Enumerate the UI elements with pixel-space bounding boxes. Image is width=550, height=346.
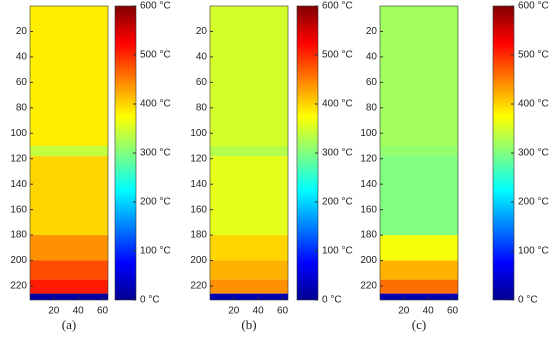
- heat-band: [210, 235, 288, 261]
- x-tick-label: 60: [277, 306, 289, 317]
- y-tick-label: 220: [360, 281, 377, 292]
- y-tick-label: 140: [190, 179, 207, 190]
- y-tick-label: 180: [190, 230, 207, 241]
- heat-band: [380, 279, 458, 294]
- colorbar-label: 300 °C: [140, 148, 171, 159]
- y-tick-label: 180: [10, 230, 27, 241]
- x-tick-label: 20: [48, 306, 60, 317]
- x-tick-label: 20: [398, 306, 410, 317]
- colorbar-label: 100 °C: [518, 246, 549, 257]
- y-tick-label: 60: [16, 77, 28, 88]
- panel-caption: (c): [412, 317, 426, 332]
- plot-frame: [29, 5, 109, 301]
- y-tick-label: 80: [196, 102, 208, 113]
- y-tick-label: 20: [196, 26, 208, 37]
- x-tick-label: 60: [447, 306, 459, 317]
- x-tick-label: 40: [73, 306, 85, 317]
- y-tick-label: 180: [360, 230, 377, 241]
- y-tick-label: 100: [190, 128, 207, 139]
- y-tick-label: 80: [16, 102, 28, 113]
- y-tick-label: 160: [10, 204, 27, 215]
- colorbar-label: 200 °C: [140, 197, 171, 208]
- y-tick-label: 80: [366, 102, 378, 113]
- colorbar-label: 200 °C: [322, 197, 353, 208]
- x-tick-label: 40: [253, 306, 265, 317]
- panel-caption: (a): [62, 317, 76, 332]
- heat-band: [380, 293, 458, 300]
- y-tick-label: 20: [366, 26, 378, 37]
- x-tick-label: 40: [423, 306, 435, 317]
- colorbar-label: 100 °C: [322, 246, 353, 257]
- heat-band: [380, 6, 458, 146]
- plot-frame: [209, 5, 289, 301]
- colorbar-label: 500 °C: [322, 50, 353, 61]
- colorbar-label: 300 °C: [518, 148, 549, 159]
- y-tick-label: 160: [190, 204, 207, 215]
- colorbar-label: 400 °C: [518, 99, 549, 110]
- colorbar: [492, 5, 515, 301]
- y-tick-label: 60: [366, 77, 378, 88]
- colorbar-label: 600 °C: [518, 1, 549, 12]
- heat-band: [380, 260, 458, 280]
- y-tick-label: 120: [10, 153, 27, 164]
- x-tick-label: 20: [228, 306, 240, 317]
- heat-band: [30, 279, 108, 294]
- colorbar-label: 0 °C: [140, 295, 160, 306]
- colorbar-label: 500 °C: [140, 50, 171, 61]
- colorbar-label: 100 °C: [140, 246, 171, 257]
- y-tick-label: 200: [190, 255, 207, 266]
- heat-band: [380, 235, 458, 261]
- y-tick-label: 160: [360, 204, 377, 215]
- heat-band: [210, 279, 288, 294]
- y-tick-label: 120: [360, 153, 377, 164]
- y-tick-label: 40: [196, 52, 208, 63]
- heat-band: [380, 156, 458, 236]
- heat-band: [210, 156, 288, 236]
- heat-band: [380, 146, 458, 157]
- colorbar-label: 600 °C: [140, 1, 171, 12]
- plot-frame: [379, 5, 459, 301]
- heat-band: [210, 146, 288, 157]
- colorbar-label: 300 °C: [322, 148, 353, 159]
- colorbar-label: 200 °C: [518, 197, 549, 208]
- y-tick-label: 100: [10, 128, 27, 139]
- heat-band: [210, 293, 288, 300]
- y-tick-label: 20: [16, 26, 28, 37]
- y-tick-label: 100: [360, 128, 377, 139]
- y-tick-label: 200: [10, 255, 27, 266]
- heat-band: [30, 146, 108, 157]
- heat-band: [210, 260, 288, 280]
- heat-band: [30, 260, 108, 280]
- colorbar-label: 600 °C: [322, 1, 353, 12]
- panel-caption: (b): [241, 317, 256, 332]
- y-tick-label: 200: [360, 255, 377, 266]
- x-tick-label: 60: [97, 306, 109, 317]
- y-tick-label: 220: [190, 281, 207, 292]
- y-tick-label: 60: [196, 77, 208, 88]
- colorbar-label: 0 °C: [322, 295, 342, 306]
- heat-band: [210, 6, 288, 146]
- y-tick-label: 220: [10, 281, 27, 292]
- heat-band: [30, 6, 108, 146]
- colorbar-label: 0 °C: [518, 295, 538, 306]
- y-tick-label: 140: [360, 179, 377, 190]
- colorbar-label: 500 °C: [518, 50, 549, 61]
- y-tick-label: 140: [10, 179, 27, 190]
- heat-band: [30, 156, 108, 236]
- y-tick-label: 40: [366, 52, 378, 63]
- colorbar: [296, 5, 319, 301]
- y-tick-label: 120: [190, 153, 207, 164]
- y-tick-label: 40: [16, 52, 28, 63]
- colorbar: [114, 5, 137, 301]
- heat-band: [30, 235, 108, 261]
- colorbar-label: 400 °C: [322, 99, 353, 110]
- colorbar-label: 400 °C: [140, 99, 171, 110]
- heat-band: [30, 293, 108, 300]
